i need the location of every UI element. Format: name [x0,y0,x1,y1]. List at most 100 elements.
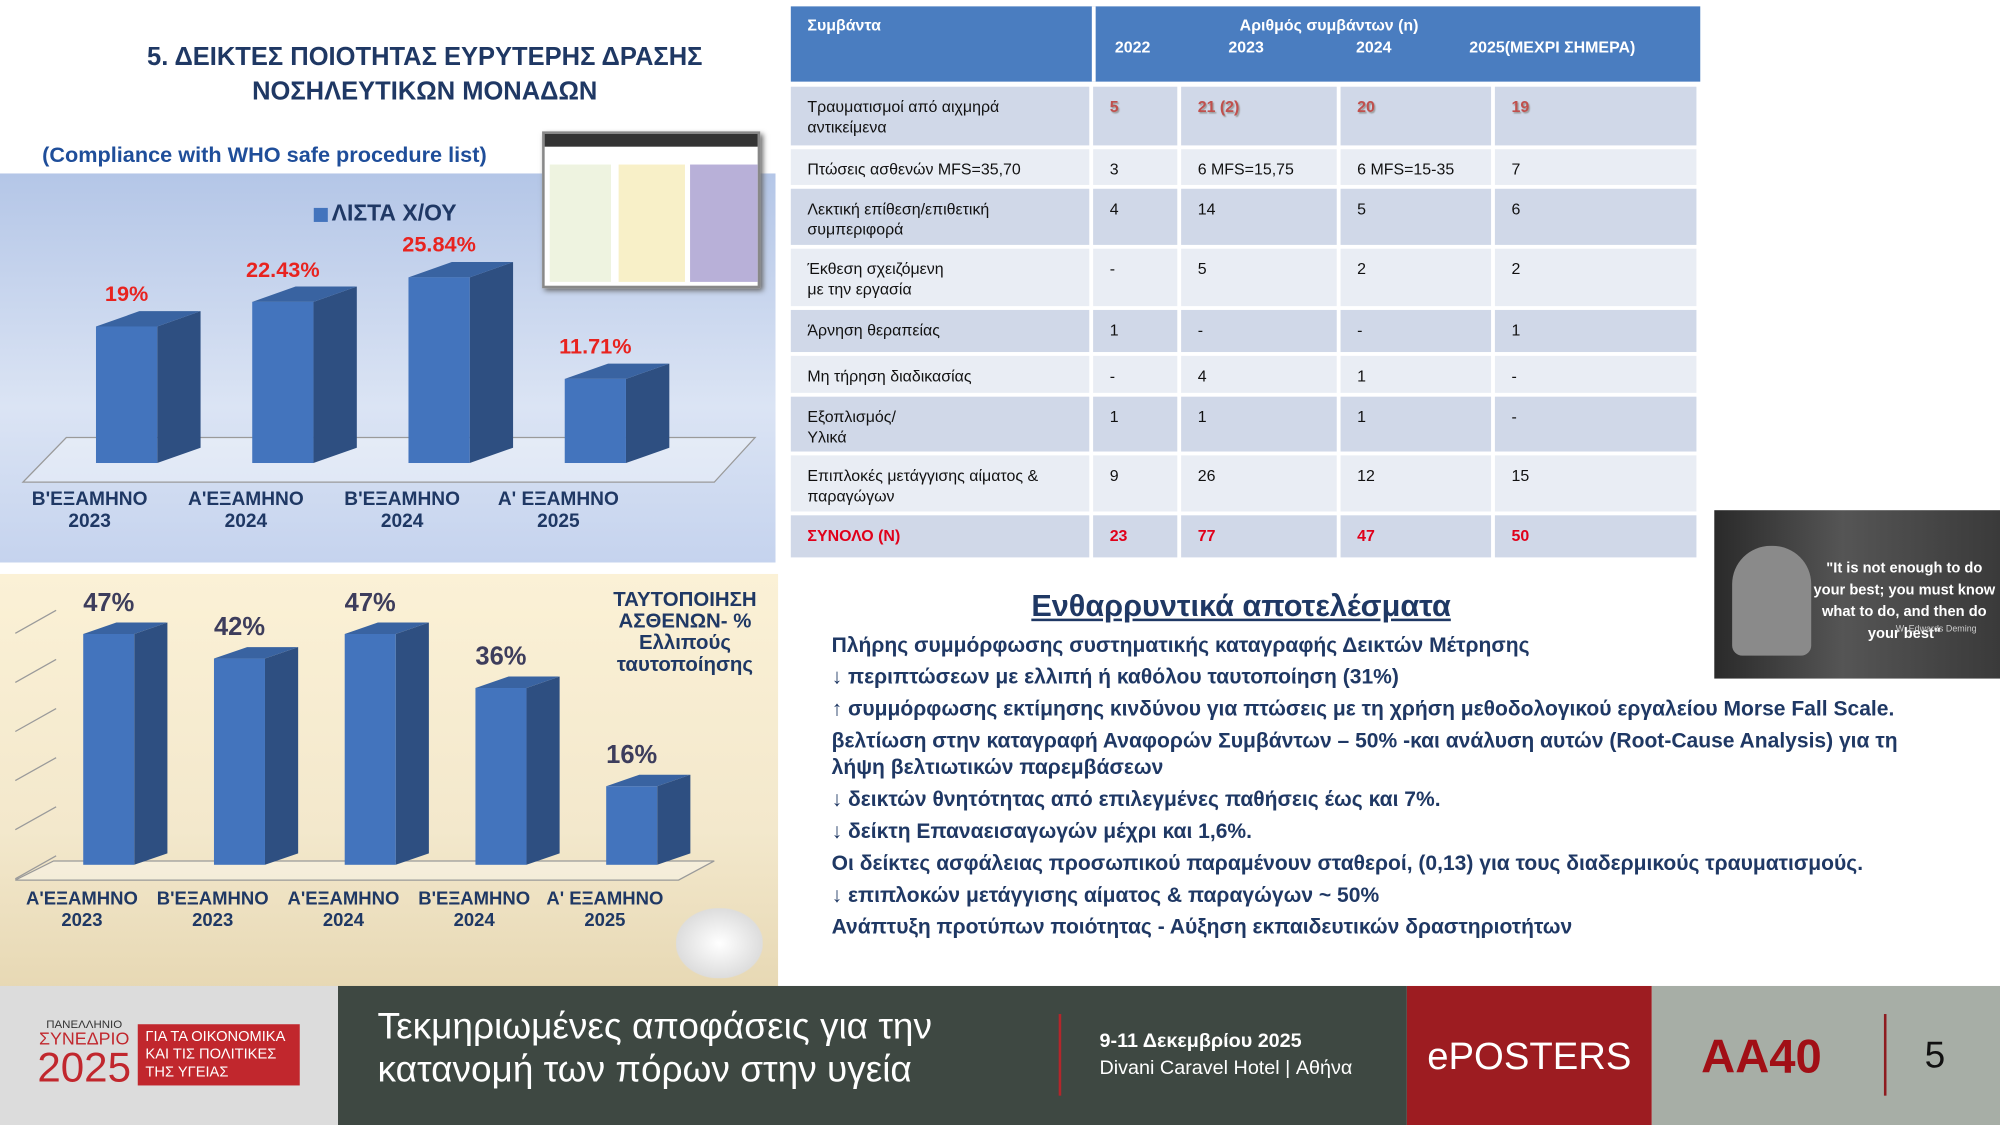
conference: ΣΥΝΕΔΡΙΟ [38,1028,130,1049]
table-cell-bg [1093,515,1178,558]
table-cell-bg [1340,149,1492,185]
table-cell-bg [790,248,1090,307]
table-year: 2024 [1355,38,1392,57]
table-cell: Έκθεση σχειζόμενη με την εργασία [807,260,944,299]
table-cell-bg [1340,455,1492,512]
x-tick-label: Β'ΕΞΑΜΗΝΟ 2024 [418,889,531,932]
bar-side [625,363,670,464]
conference-small: ΠΑΝΕΛΛΗΝΙΟ [46,1017,123,1031]
result-item: ↓ δεικτών θνητότητας από επιλεγμένες παθ… [831,788,1441,812]
value-label: 42% [213,613,266,642]
table-cell-bg [1181,355,1337,393]
table-header-cell: Αριθμός συμβάντων (n) [1239,16,1419,35]
result-item: ↓ δείκτη Επαναεισαγωγών μέχρι και 1,6%. [831,820,1252,844]
table-cell: - [1357,321,1363,340]
result-item: ↓ επιπλοκών μετάγγισης αίματος & παραγώγ… [831,883,1380,907]
table-cell: Πτώσεις ασθενών MFS=35,70 [807,160,1021,179]
dates: 9-11 Δεκεμβρίου 2025 [1099,1030,1302,1053]
table-cell: 2 [1357,260,1367,279]
table-cell-bg [790,149,1090,185]
grid-line [14,609,57,634]
quote-author: W. Edwards Deming [1895,624,1977,634]
bar [606,786,658,865]
bar-top [564,363,670,379]
table-cell: 5 [1109,98,1119,117]
table-cell: 23 [1109,526,1128,545]
table-cell: Λεκτική επίθεση/επιθετική συμπεριφορά [807,200,990,239]
footer-mid [338,985,1407,1125]
image-col [549,164,611,282]
chart-floor [15,860,715,881]
table-cell: ΣΥΝΟΛΟ (Ν) [807,526,901,545]
table-cell: 6 MFS=15-35 [1357,160,1455,179]
image-band [544,133,758,147]
table-cell: 19 [1511,98,1530,117]
table-cell-bg [1340,396,1492,452]
table-cell-bg [1340,188,1492,245]
value-label: 36% [475,643,527,672]
quote-text: "It is not enough to do your best; you m… [1813,561,1996,642]
table-cell: 2 [1511,260,1521,279]
table-cell: - [1511,367,1517,386]
table-cell: 26 [1197,466,1216,485]
value-label: 16% [606,741,658,770]
table-cell: 1 [1109,321,1119,340]
result-item: Ανάπτυξη προτύπων ποιότητας - Αύξηση εκπ… [831,915,1573,939]
table-cell-bg [790,396,1090,452]
table-cell: 9 [1109,466,1119,485]
subject-box [137,1024,300,1086]
table-cell-bg [790,309,1090,353]
bar [408,277,470,464]
table-cell-bg [1494,248,1697,307]
result-item: Οι δείκτες ασφάλειας προσωπικού παραμένο… [831,852,1864,875]
table-cell: 6 [1511,200,1521,219]
table-cell-bg [1340,355,1492,393]
table-cell: 1 [1197,408,1207,427]
value-label: 47% [83,589,135,618]
table-cell-bg [1494,188,1697,245]
bar-side [526,676,560,865]
portrait [1732,545,1812,656]
table-cell: 12 [1357,466,1375,485]
footer-divider [1058,1014,1062,1096]
results-title: Ενθαρρυντικά αποτελέσματα [1031,589,1451,624]
table-cell-bg [1181,149,1337,185]
conference-year: 2025 [37,1043,131,1091]
value-label: 19% [104,281,149,307]
table-cell-bg [1494,396,1697,452]
table-cell: 15 [1511,466,1530,485]
table-cell-bg [1093,309,1178,353]
table-cell-bg [790,455,1090,512]
page-number: 5 [1924,1035,1946,1077]
bar [564,378,626,464]
x-tick-label: Β'ΕΞΑΜΗΝΟ 2024 [344,488,460,532]
wristband-image [676,908,763,979]
bar-side [657,774,691,865]
image-col [690,164,758,282]
table-cell-bg [1181,188,1337,245]
x-tick-label: Β'ΕΞΑΜΗΝΟ 2023 [31,488,148,532]
result-item: Πλήρης συμμόρφωσης συστηματικής καταγραφ… [831,633,1530,657]
grid-line [14,658,57,683]
table-cell: - [1109,260,1116,279]
table-cell: 1 [1511,321,1521,340]
table-cell: Επιπλοκές μετάγγισης αίματος & παραγώγων [807,466,1039,506]
bar-side [264,647,299,865]
footer-right [1651,985,2000,1125]
value-label: 47% [344,589,396,618]
x-tick-label: Α'ΕΞΑΜΗΝΟ 2024 [287,889,400,932]
bar [475,688,527,865]
table-cell: 3 [1109,160,1119,179]
table-cell: 6 MFS=15,75 [1197,160,1294,179]
table-year: 2022 [1114,38,1151,57]
bar [213,658,265,865]
table-cell-bg [1340,309,1492,353]
table-cell: Άρνηση θεραπείας [807,321,940,340]
table-header-cell: Συμβάντα [807,16,881,35]
venue: Divani Caravel Hotel | Αθήνα [1099,1057,1353,1080]
table-cell-bg [1494,515,1697,558]
poster-id: AA40 [1701,1030,1822,1083]
